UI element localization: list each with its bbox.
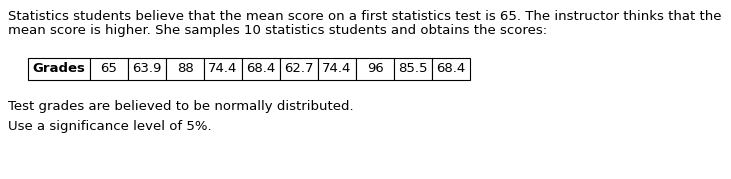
Text: 96: 96	[367, 62, 383, 76]
Bar	[242, 58, 280, 80]
Text: Use a significance level of 5%.: Use a significance level of 5%.	[8, 120, 212, 133]
Text: 68.4: 68.4	[246, 62, 276, 76]
Bar	[204, 58, 242, 80]
Text: mean score is higher. She samples 10 statistics students and obtains the scores:: mean score is higher. She samples 10 sta…	[8, 24, 547, 37]
Bar	[90, 58, 128, 80]
Bar	[166, 58, 204, 80]
Text: 68.4: 68.4	[436, 62, 466, 76]
Bar	[356, 58, 394, 80]
Text: 74.4: 74.4	[208, 62, 238, 76]
Text: 74.4: 74.4	[322, 62, 352, 76]
Bar	[280, 58, 318, 80]
Text: 62.7: 62.7	[284, 62, 314, 76]
Text: 65: 65	[101, 62, 118, 76]
Bar	[318, 58, 356, 80]
Text: 88: 88	[177, 62, 194, 76]
Text: Grades: Grades	[33, 62, 86, 76]
Text: Test grades are believed to be normally distributed.: Test grades are believed to be normally …	[8, 100, 354, 113]
Bar	[432, 58, 470, 80]
Text: 63.9: 63.9	[132, 62, 162, 76]
Bar	[128, 58, 166, 80]
Text: 85.5: 85.5	[398, 62, 428, 76]
Text: Statistics students believe that the mean score on a first statistics test is 65: Statistics students believe that the mea…	[8, 10, 721, 23]
Bar	[28, 58, 90, 80]
Bar	[394, 58, 432, 80]
